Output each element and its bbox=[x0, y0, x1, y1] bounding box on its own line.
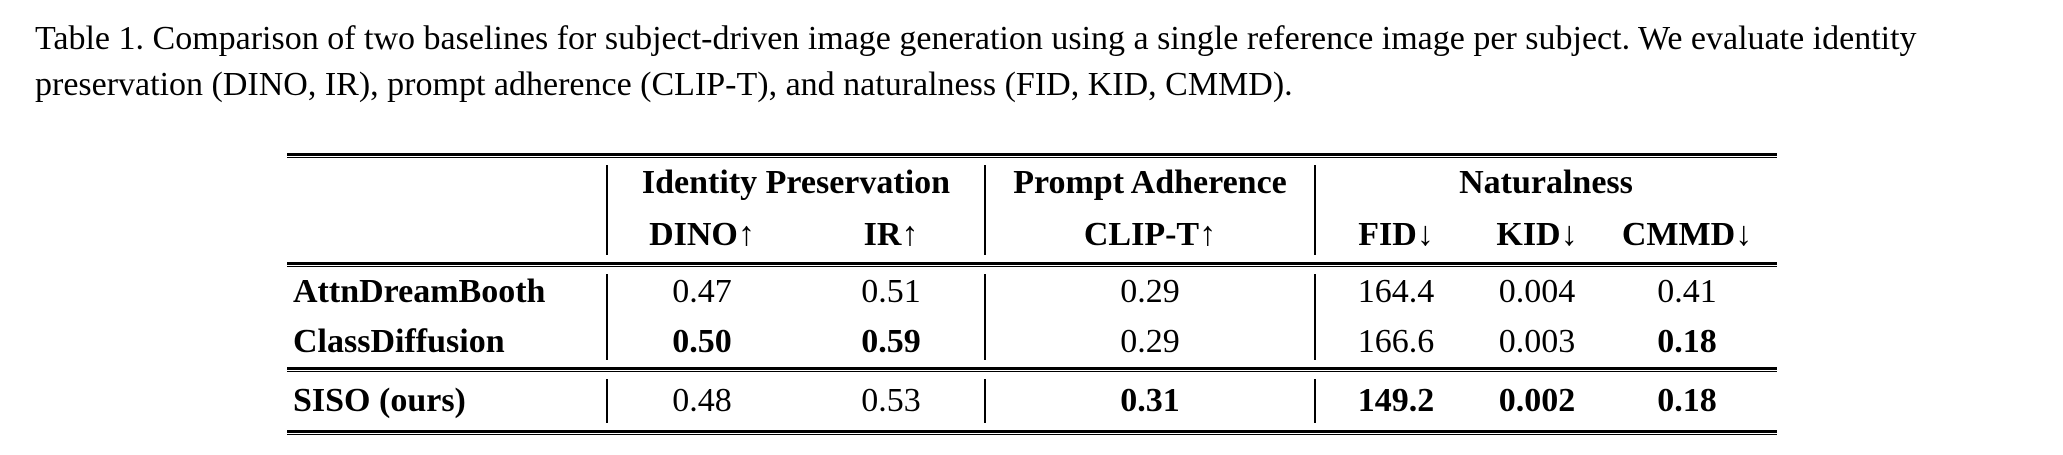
row-label-classdiffusion: ClassDiffusion bbox=[293, 323, 505, 360]
cell-siso-clip-t: 0.31 bbox=[1120, 382, 1180, 419]
column-header-fid: FID↓ bbox=[1358, 216, 1434, 253]
cell-classdiffusion-cmmd: 0.18 bbox=[1657, 323, 1717, 360]
cell-classdiffusion-ir: 0.59 bbox=[861, 323, 921, 360]
column-separator-1 bbox=[606, 165, 608, 255]
cell-siso-cmmd: 0.18 bbox=[1657, 382, 1717, 419]
cell-siso-dino: 0.48 bbox=[672, 382, 732, 419]
results-table: Identity Preservation Prompt Adherence N… bbox=[287, 153, 1777, 435]
group-header-naturalness: Naturalness bbox=[1459, 164, 1633, 201]
row-label-siso-ours: SISO (ours) bbox=[293, 382, 466, 419]
cell-attndreambooth-dino: 0.47 bbox=[672, 273, 732, 310]
cell-attndreambooth-clip-t: 0.29 bbox=[1120, 273, 1180, 310]
column-header-cmmd: CMMD↓ bbox=[1621, 216, 1753, 253]
caption-line-2: preservation (DINO, IR), prompt adherenc… bbox=[35, 66, 1293, 103]
column-separator-2 bbox=[984, 165, 986, 255]
table-baselines-block: AttnDreamBooth 0.47 0.51 0.29 164.4 0.00… bbox=[287, 267, 1777, 367]
cell-siso-fid: 149.2 bbox=[1357, 382, 1435, 419]
column-separator-2 bbox=[984, 379, 986, 423]
column-header-clip-t: CLIP-T↑ bbox=[1083, 216, 1217, 253]
column-header-ir: IR↑ bbox=[863, 216, 919, 253]
caption-line-1: Table 1. Comparison of two baselines for… bbox=[35, 20, 1917, 57]
column-header-dino: DINO↑ bbox=[649, 216, 755, 253]
column-separator-1 bbox=[606, 379, 608, 423]
cell-attndreambooth-cmmd: 0.41 bbox=[1657, 273, 1717, 310]
table-bottom-rule bbox=[287, 430, 1777, 435]
cell-attndreambooth-kid: 0.004 bbox=[1498, 273, 1576, 310]
cell-attndreambooth-ir: 0.51 bbox=[861, 273, 921, 310]
cell-siso-ir: 0.53 bbox=[861, 382, 921, 419]
cell-classdiffusion-fid: 166.6 bbox=[1357, 323, 1435, 360]
cell-classdiffusion-dino: 0.50 bbox=[672, 323, 732, 360]
cell-siso-kid: 0.002 bbox=[1498, 382, 1576, 419]
column-separator-3 bbox=[1314, 165, 1316, 255]
cell-classdiffusion-kid: 0.003 bbox=[1498, 323, 1576, 360]
table-top-rule bbox=[287, 153, 1777, 158]
group-header-prompt-adherence: Prompt Adherence bbox=[1013, 164, 1287, 201]
group-header-identity-preservation: Identity Preservation bbox=[641, 164, 951, 201]
column-separator-3 bbox=[1314, 274, 1316, 360]
table-caption: Table 1. Comparison of two baselines for… bbox=[35, 16, 2047, 108]
table-mid-rule bbox=[287, 367, 1777, 372]
column-separator-2 bbox=[984, 274, 986, 360]
column-separator-3 bbox=[1314, 379, 1316, 423]
cell-attndreambooth-fid: 164.4 bbox=[1357, 273, 1435, 310]
row-label-attndreambooth: AttnDreamBooth bbox=[293, 273, 546, 310]
table-header-block: Identity Preservation Prompt Adherence N… bbox=[287, 158, 1777, 262]
table-header-rule bbox=[287, 262, 1777, 267]
column-separator-1 bbox=[606, 274, 608, 360]
cell-classdiffusion-clip-t: 0.29 bbox=[1120, 323, 1180, 360]
column-header-kid: KID↓ bbox=[1496, 216, 1578, 253]
table-ours-block: SISO (ours) 0.48 0.53 0.31 149.2 0.002 0… bbox=[287, 372, 1777, 430]
